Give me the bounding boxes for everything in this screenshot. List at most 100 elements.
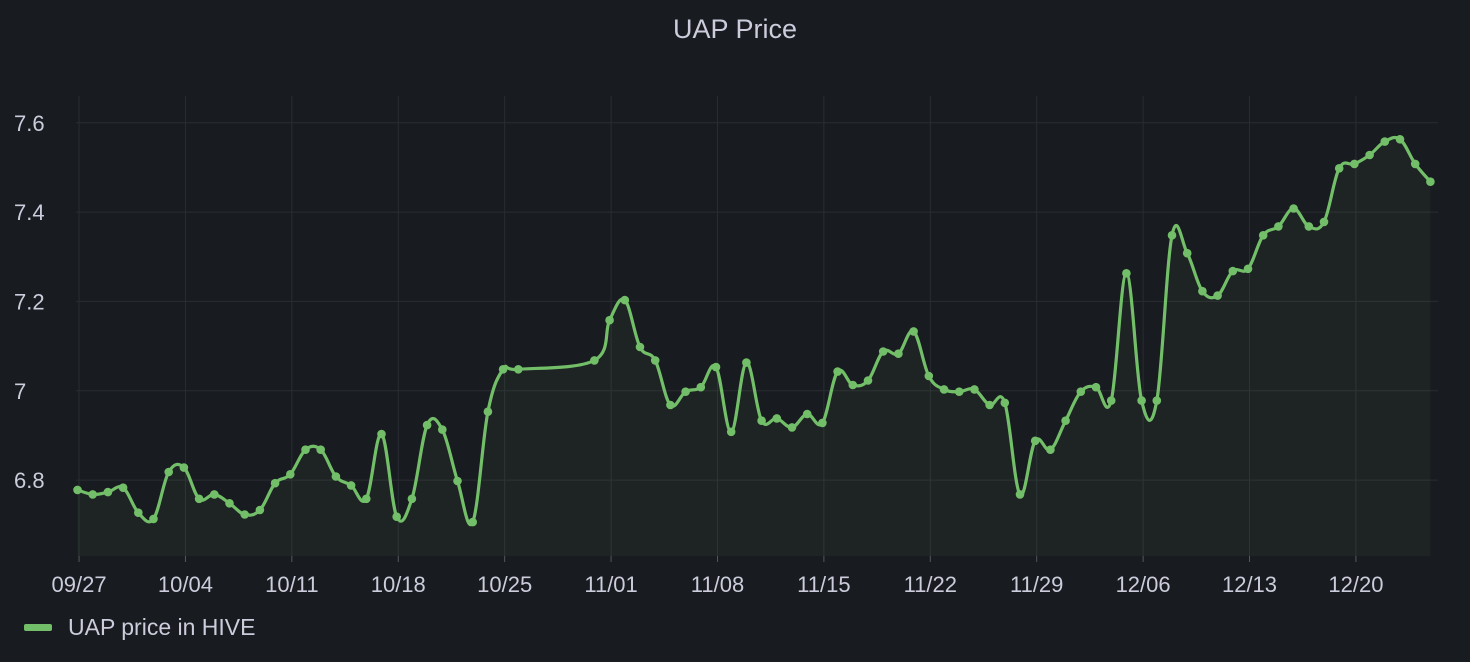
data-point: [1076, 387, 1086, 397]
data-point: [468, 517, 478, 527]
data-point: [1410, 159, 1420, 169]
data-point: [164, 467, 173, 477]
x-tick-label: 11/01: [584, 572, 637, 597]
data-point: [939, 385, 949, 394]
data-point: [650, 356, 660, 365]
data-point: [1137, 396, 1146, 405]
y-tick-label: 7.6: [14, 111, 45, 136]
x-tick-label: 11/22: [904, 572, 957, 597]
data-point: [772, 414, 782, 423]
data-point: [483, 407, 493, 417]
data-point: [1274, 222, 1283, 231]
data-point: [970, 385, 979, 394]
panel-title: UAP Price: [672, 14, 798, 44]
data-point: [757, 416, 766, 426]
series-area-fill: [77, 137, 1431, 557]
data-point: [590, 356, 599, 365]
data-point: [1061, 416, 1070, 426]
grid: [76, 96, 1438, 556]
data-point: [1000, 398, 1010, 408]
data-point: [134, 508, 143, 517]
data-point: [103, 487, 113, 497]
data-point: [620, 295, 630, 305]
data-point: [1167, 231, 1177, 240]
data-point: [1046, 445, 1055, 455]
data-point: [392, 512, 402, 521]
data-point: [726, 427, 736, 437]
data-point: [73, 485, 82, 495]
data-point: [316, 445, 326, 455]
data-point: [514, 365, 523, 374]
data-point: [438, 425, 447, 434]
data-point: [179, 463, 189, 472]
data-point: [346, 481, 356, 490]
legend-swatch: [24, 624, 52, 631]
x-tick-label: 10/18: [371, 572, 426, 597]
x-tick-label: 11/29: [1010, 572, 1063, 597]
data-point: [286, 470, 295, 479]
data-point: [1395, 135, 1405, 144]
data-point: [711, 362, 721, 372]
x-tick-label: 10/11: [265, 572, 318, 597]
data-point: [1228, 266, 1238, 276]
data-point: [1182, 248, 1192, 258]
x-tick-label: 12/06: [1116, 572, 1171, 597]
data-point: [1258, 231, 1268, 240]
data-point: [878, 347, 888, 356]
data-point: [802, 409, 812, 419]
data-point: [1091, 382, 1101, 392]
legend-label: UAP price in HIVE: [68, 614, 256, 640]
data-point: [1380, 137, 1390, 146]
data-point: [1198, 286, 1207, 296]
x-tick-label: 12/20: [1328, 572, 1383, 597]
data-point: [255, 505, 265, 515]
data-point: [909, 327, 918, 336]
data-point: [1365, 150, 1374, 160]
data-point: [924, 371, 934, 381]
data-point: [240, 510, 249, 519]
data-point: [1334, 164, 1344, 173]
y-tick-label: 6.8: [14, 468, 45, 493]
data-point: [422, 420, 432, 430]
data-point: [194, 494, 204, 504]
data-point: [453, 476, 462, 486]
data-point: [1350, 159, 1359, 169]
data-point: [1106, 396, 1116, 405]
data-point: [1213, 291, 1222, 300]
data-point: [149, 514, 158, 524]
data-point: [210, 490, 219, 499]
data-point: [696, 382, 706, 392]
series: [73, 135, 1435, 557]
x-tick-label: 11/08: [691, 572, 744, 597]
data-point: [407, 494, 417, 504]
data-point: [225, 499, 234, 508]
data-point: [787, 423, 797, 432]
y-tick-label: 7.4: [14, 200, 45, 225]
data-point: [118, 483, 128, 493]
data-point: [1122, 269, 1131, 278]
legend[interactable]: UAP price in HIVE: [24, 614, 255, 641]
data-point: [681, 387, 690, 397]
axes: 6.8 7 7.2 7.4 7.6 09/27 10/04 10/11 10/18 10/25 11…: [14, 111, 1383, 597]
data-point: [863, 376, 873, 385]
data-point: [88, 490, 97, 499]
data-point: [498, 365, 508, 374]
data-point: [1030, 436, 1040, 446]
y-tick-label: 7: [14, 379, 26, 404]
data-point: [954, 387, 964, 397]
data-point: [1152, 396, 1162, 405]
data-point: [605, 315, 614, 325]
data-point: [818, 418, 827, 428]
x-tick-label: 10/04: [158, 572, 213, 597]
data-point: [270, 478, 280, 488]
data-point: [301, 445, 310, 455]
data-point: [985, 400, 994, 410]
data-point: [331, 472, 341, 481]
data-point: [848, 380, 858, 390]
data-point: [635, 342, 645, 352]
data-point: [666, 400, 675, 410]
y-tick-label: 7.2: [14, 289, 45, 314]
data-point: [894, 349, 903, 359]
data-point: [377, 429, 386, 439]
